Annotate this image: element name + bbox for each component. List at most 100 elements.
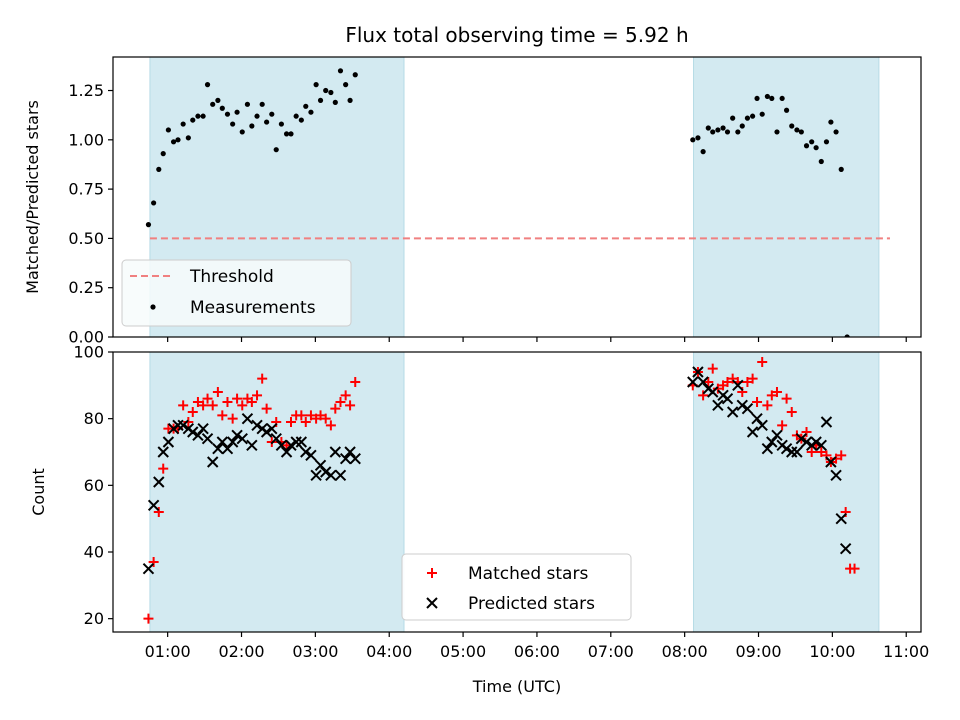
x-tick-label: 05:00: [440, 642, 486, 661]
measurement-point: [844, 334, 850, 337]
matched-star-point: [766, 390, 777, 401]
predicted-star-point: [300, 446, 312, 458]
matched-star-point: [849, 563, 860, 574]
matched-star-point: [252, 390, 263, 401]
measurement-point: [700, 149, 706, 155]
measurement-point: [303, 103, 309, 109]
predicted-star-point: [810, 436, 822, 448]
predicted-star-point: [697, 376, 709, 388]
matched-star-point: [801, 427, 812, 437]
matched-star-point: [217, 410, 228, 421]
predicted-star-point: [246, 439, 258, 452]
measurement-point: [343, 82, 349, 88]
ratio-legend-box: [121, 259, 352, 327]
matched-star-point: [261, 403, 272, 414]
matched-star-point: [340, 390, 351, 401]
count-series-predicted-stars: [142, 366, 852, 575]
measurement-point: [308, 109, 314, 115]
matched-star-point: [836, 450, 847, 461]
measurement-point: [828, 119, 834, 125]
predicted-star-point: [692, 366, 704, 378]
x-tick-label: 02:00: [218, 642, 264, 661]
predicted-star-point: [290, 436, 302, 448]
predicted-star-point: [741, 402, 754, 415]
measurement-point: [730, 115, 736, 121]
predicted-star-point: [260, 426, 273, 438]
matched-star-point: [345, 400, 356, 411]
matched-star-point: [816, 447, 827, 457]
x-tick-label: 08:00: [662, 642, 708, 661]
measurement-point: [210, 101, 216, 107]
x-tick-label: 04:00: [366, 642, 412, 661]
predicted-star-point: [766, 436, 778, 448]
predicted-star-point: [825, 456, 837, 468]
measurement-point: [273, 147, 279, 153]
measurement-point: [739, 123, 745, 129]
predicted-star-point: [815, 439, 827, 452]
x-tick-label: 01:00: [145, 642, 191, 661]
predicted-star-point: [780, 442, 793, 455]
matched-star-point: [831, 453, 842, 464]
measurement-point: [170, 139, 177, 145]
predicted-star-point: [771, 429, 783, 442]
measurement-point: [735, 129, 741, 135]
measurement-point: [180, 121, 186, 127]
predicted-star-point: [172, 419, 184, 432]
predicted-star-point: [147, 499, 160, 512]
count-y-tick-label: 20: [84, 609, 104, 628]
measurement-point: [160, 151, 166, 157]
predicted-star-point: [732, 379, 744, 392]
matched-star-point: [707, 363, 718, 374]
matched-star-point: [257, 373, 268, 384]
measurement-point: [803, 143, 810, 149]
matched-star-point: [148, 557, 159, 567]
matched-star-point: [192, 397, 203, 407]
measurement-point: [239, 129, 245, 135]
predicted-star-point: [786, 446, 798, 458]
predicted-star-point: [314, 459, 327, 472]
predicted-star-point: [687, 376, 699, 388]
predicted-star-point: [325, 469, 337, 482]
predicted-star-point: [275, 439, 288, 452]
measurement-point: [337, 68, 344, 74]
measurement-point: [323, 87, 329, 94]
ratio-observing-window-2: [693, 56, 880, 338]
measurement-point: [769, 95, 775, 102]
measurement-point: [352, 72, 358, 78]
matched-star-point: [296, 410, 307, 421]
predicted-star-point: [270, 432, 282, 445]
x-axis-label: Time (UTC): [472, 677, 561, 696]
measurement-point: [293, 113, 299, 119]
predicted-star-point: [320, 466, 332, 478]
count-y-axis-label: Count: [29, 468, 48, 516]
ratio-y-axis-label: Matched/Predicted stars: [23, 100, 42, 294]
predicted-star-point: [726, 406, 739, 418]
predicted-star-point: [791, 446, 803, 458]
predicted-star-point: [820, 416, 833, 428]
measurement-point: [838, 166, 844, 172]
predicted-star-point: [157, 446, 169, 458]
matched-star-point: [153, 507, 164, 517]
measurement-point: [204, 82, 211, 88]
ratio-y-tick-label: 1.25: [68, 81, 104, 100]
measurement-point: [750, 113, 756, 119]
predicted-star-point: [177, 419, 189, 432]
predicted-star-point: [226, 436, 239, 448]
predicted-star-point: [305, 449, 317, 462]
predicted-star-point: [344, 446, 356, 458]
measurement-point: [298, 117, 304, 123]
predicted-star-point: [751, 412, 763, 425]
predicted-star-point: [212, 442, 224, 455]
matched-star-point: [703, 377, 714, 387]
matched-star-point: [757, 357, 768, 367]
matched-star-point: [178, 400, 189, 411]
measurement-point: [278, 121, 284, 127]
measurement-point: [230, 121, 236, 127]
predicted-star-point: [707, 386, 719, 398]
measurement-point: [695, 135, 701, 141]
measurement-point: [705, 125, 711, 131]
matched-star-point: [232, 393, 243, 404]
count-y-tick-label: 40: [84, 543, 104, 562]
measurement-point: [288, 131, 294, 137]
